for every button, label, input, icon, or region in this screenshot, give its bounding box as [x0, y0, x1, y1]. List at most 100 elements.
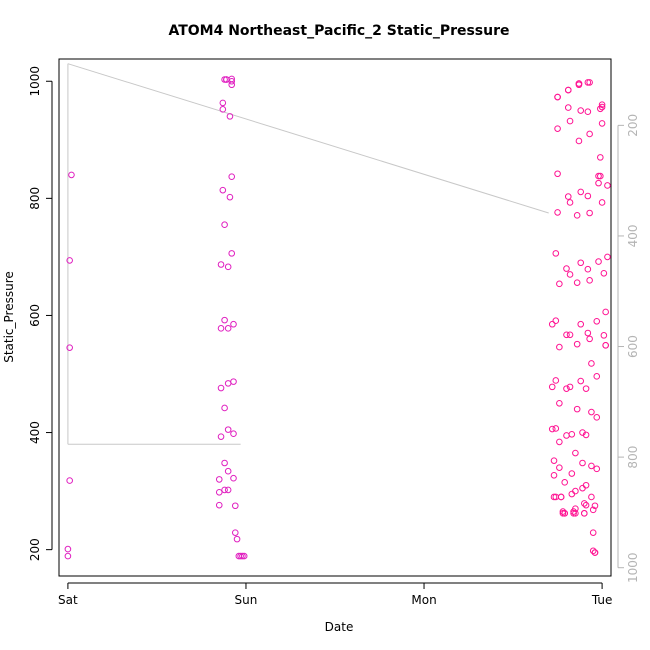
- data-point-s2-23: [557, 493, 565, 501]
- data-point-s2-18: [556, 343, 563, 351]
- data-point-s2-40: [566, 331, 574, 339]
- x-tick-label-tue: Tue: [591, 593, 613, 607]
- x-axis: Sat Sun Mon Tue: [58, 582, 613, 607]
- chart-title: ATOM4 Northeast_Pacific_2 Static_Pressur…: [168, 23, 509, 39]
- data-point-s2-30: [563, 385, 570, 392]
- y-axis: 200 400 600 800 1000: [28, 66, 53, 561]
- data-point-s2-55: [575, 137, 583, 145]
- data-point-s1-20: [221, 486, 228, 494]
- data-point-s1-16: [219, 99, 227, 107]
- data-point-s2-69: [580, 510, 588, 517]
- data-point-s2-6: [550, 493, 558, 501]
- data-point-s1-39: [230, 378, 237, 385]
- data-point-s2-108: [600, 269, 608, 277]
- data-point-s1-5: [66, 257, 73, 264]
- data-point-s2-27: [561, 510, 569, 517]
- data-point-s1-46: [237, 552, 244, 560]
- data-point-s2-86: [588, 462, 595, 470]
- data-point-s2-102: [597, 154, 604, 161]
- data-point-s2-16: [554, 209, 561, 216]
- data-point-s2-88: [589, 506, 597, 514]
- data-point-s1-3: [66, 477, 73, 484]
- data-point-s2-81: [586, 209, 593, 217]
- y-tick-label-400: 400: [28, 421, 42, 444]
- plot-frame: [58, 58, 612, 577]
- y-tick-label-800: 800: [28, 187, 42, 210]
- data-point-s2-114: [604, 182, 611, 189]
- data-point-s1-28: [224, 380, 232, 387]
- data-point-s1-27: [224, 426, 232, 433]
- data-point-s2-71: [582, 481, 590, 489]
- data-point-s2-95: [593, 414, 601, 421]
- data-point-s1-9: [215, 476, 223, 483]
- data-point-s1-25: [224, 486, 232, 494]
- data-point-s2-3: [548, 425, 556, 433]
- data-point-s2-44: [568, 490, 576, 498]
- data-point-s1-48: [240, 552, 248, 560]
- data-point-s2-17: [556, 280, 563, 288]
- data-point-s1-29: [224, 325, 232, 332]
- data-point-s2-5: [550, 471, 558, 479]
- data-point-s1-40: [230, 430, 237, 438]
- data-point-s2-67: [580, 500, 588, 507]
- data-point-s2-74: [584, 329, 592, 337]
- data-point-s2-8: [552, 425, 560, 432]
- data-point-s2-76: [584, 192, 592, 200]
- data-point-s2-78: [584, 79, 592, 86]
- data-point-s1-22: [221, 76, 228, 83]
- data-point-s2-10: [552, 317, 560, 325]
- data-point-s2-84: [588, 360, 595, 367]
- data-point-s1-43: [231, 529, 239, 536]
- data-point-s2-104: [598, 101, 606, 108]
- data-point-s2-38: [566, 199, 574, 206]
- data-point-s2-63: [577, 377, 585, 385]
- data-point-s2-100: [595, 172, 602, 180]
- data-point-s2-33: [564, 193, 572, 200]
- data-point-s2-97: [593, 318, 601, 325]
- y-axis-label: Static_Pressure: [2, 271, 16, 363]
- data-point-s2-49: [572, 487, 579, 495]
- data-point-s2-80: [586, 130, 593, 138]
- data-point-s1-1: [64, 552, 72, 560]
- y-tick-label-200: 200: [28, 538, 42, 561]
- data-point-s2-21: [556, 464, 563, 471]
- data-point-s2-52: [573, 340, 581, 348]
- data-point-s1-11: [217, 384, 225, 392]
- data-point-s2-112: [602, 308, 609, 316]
- data-point-s1-2: [64, 545, 72, 553]
- data-point-s2-53: [573, 279, 581, 286]
- points-layer: [64, 75, 611, 560]
- data-point-s1-10: [217, 433, 225, 440]
- data-point-s2-47: [572, 510, 579, 517]
- data-point-s2-2: [548, 320, 556, 328]
- data-point-s1-30: [224, 263, 232, 271]
- data-point-s1-37: [228, 250, 236, 257]
- data-point-s2-75: [584, 265, 592, 273]
- data-point-s2-50: [572, 449, 579, 457]
- y-tick-label-600: 600: [28, 304, 42, 327]
- data-point-s2-105: [598, 103, 606, 111]
- data-point-s2-79: [586, 79, 593, 86]
- data-point-s2-87: [588, 493, 595, 501]
- data-point-s2-92: [591, 549, 599, 556]
- data-point-s1-21: [221, 459, 228, 467]
- data-point-s2-65: [579, 459, 586, 467]
- x-axis-label: Date: [325, 620, 354, 634]
- data-point-s1-36: [228, 173, 236, 180]
- data-point-s2-106: [598, 120, 606, 127]
- data-point-s2-34: [564, 104, 572, 111]
- data-point-s2-77: [584, 108, 592, 115]
- data-point-s1-31: [226, 193, 234, 201]
- data-point-s2-94: [593, 465, 601, 473]
- data-point-s1-42: [231, 502, 239, 510]
- x-tick-label-sun: Sun: [235, 593, 258, 607]
- data-point-s2-72: [582, 431, 590, 439]
- right-y-axis: 200 400 600 800 1000: [617, 114, 640, 583]
- data-point-s2-98: [595, 258, 602, 265]
- data-point-s2-82: [586, 277, 593, 284]
- y2-tick-label-400: 400: [626, 224, 640, 247]
- data-point-s2-9: [552, 377, 560, 384]
- y2-tick-label-600: 600: [626, 335, 640, 358]
- data-point-s2-37: [566, 117, 574, 125]
